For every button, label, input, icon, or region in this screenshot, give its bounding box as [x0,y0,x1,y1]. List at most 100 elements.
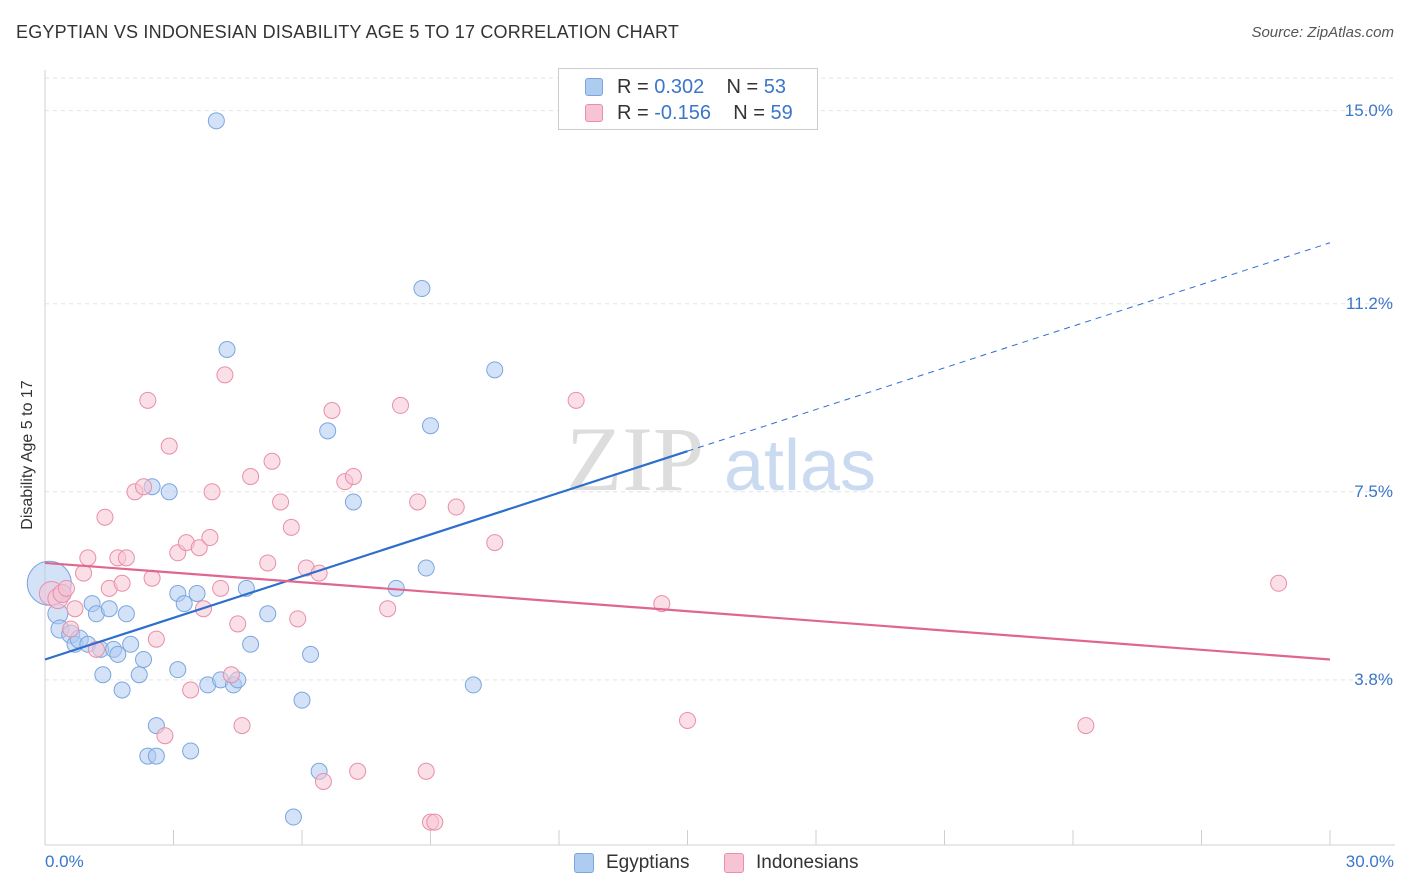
indonesians-point [62,620,80,638]
egyptians-point [169,661,187,679]
series-swatch-indonesians [724,853,744,873]
indonesians-point [212,579,230,597]
egyptians-point [422,417,439,435]
indonesians-point [344,468,362,486]
x-tick-label: 30.0% [1345,852,1394,871]
indonesians-point [567,391,585,409]
legend-r-value: 0.302 [654,76,705,98]
indonesians-point [1077,717,1095,735]
egyptians-point [182,742,200,760]
indonesians-point [653,595,671,613]
source-label: Source: ZipAtlas.com [1251,24,1394,41]
watermark: ZIP atlas [566,408,876,510]
indonesians-point [263,452,281,470]
indonesians-point [156,727,174,745]
indonesians-point [259,554,277,572]
series-label-indonesians: Indonesians [756,852,859,873]
egyptians-point [160,483,178,501]
egyptians-point [175,595,193,613]
indonesians-point [203,483,221,501]
indonesians-point [1270,574,1288,592]
egyptians-point [302,645,320,663]
y-tick-label: 15.0% [1344,100,1393,120]
egyptians-point [464,676,482,694]
indonesians-point [272,493,290,511]
legend-r-label: R = [617,76,655,98]
legend-n-label: N = [726,76,764,98]
egyptians-point [147,747,165,765]
y-tick-label: 3.8% [1354,669,1393,689]
series-label-egyptians: Egyptians [606,852,690,873]
egyptians-point [284,808,302,826]
egyptians-point [218,341,236,359]
indonesians-point [117,549,135,567]
indonesians-point [139,391,157,409]
trend-lines [44,242,1331,661]
indonesians-point [417,762,435,780]
x-tick-label: 0.0% [45,852,84,871]
egyptians-point [109,645,127,663]
egyptians-point [259,605,277,623]
indonesians-point [486,534,504,552]
series-legend: Egyptians Indonesians [0,852,1406,876]
chart-title: EGYPTIAN VS INDONESIAN DISABILITY AGE 5 … [16,22,680,42]
indonesians-point [282,518,300,536]
indonesians-point [57,579,75,597]
indonesians-point [233,717,251,735]
egyptians-point [113,681,131,699]
indonesians-point [409,493,427,511]
egyptians-point [135,651,153,669]
egyptians-trend-line [44,450,688,661]
legend-r-label: R = [617,102,655,124]
indonesians-point [160,437,178,455]
indonesians-point [447,498,465,516]
egyptians-point [486,361,504,379]
indonesians-point [147,630,165,648]
indonesians-point [135,478,153,496]
series-swatch-egyptians [574,853,594,873]
egyptians-trend-extension [687,242,1331,452]
egyptians-point [130,666,148,684]
egyptians-point [413,280,431,298]
indonesians-point [75,564,93,582]
watermark-zip: ZIP [566,408,704,510]
egyptians-point [417,559,435,577]
indonesians-point [222,666,240,684]
indonesians-point [229,615,247,633]
data-points [26,112,1288,831]
indonesians-point [379,600,397,618]
indonesians-point [96,508,114,526]
indonesians-point [143,569,161,587]
indonesians-point [242,468,260,486]
y-tick-label: 11.2% [1346,293,1393,313]
indonesians-point [349,762,367,780]
legend-swatch-indonesians [585,104,603,122]
indonesians-point [79,549,97,567]
y-axis-label: Disability Age 5 to 17 [19,380,36,530]
egyptians-point [188,584,206,602]
indonesians-point [190,539,208,557]
indonesians-point [113,574,131,592]
egyptians-point [344,493,362,511]
indonesians-point [66,600,84,618]
egyptians-point [293,691,311,709]
legend-n-label: N = [733,102,771,124]
egyptians-point [100,600,118,618]
indonesians-point [201,529,219,547]
egyptians-point [319,422,337,440]
egyptians-point [242,635,260,653]
indonesians-trend-line [44,561,1331,661]
egyptians-point [207,112,225,130]
indonesians-point [182,681,200,699]
indonesians-point [426,813,444,831]
legend-n-value: 59 [770,102,793,124]
y-tick-label: 7.5% [1354,481,1393,501]
egyptians-point [117,605,135,623]
indonesians-point [314,772,332,790]
indonesians-point [289,610,307,628]
correlation-legend: R = 0.302 N = 53 R = -0.156 N = 59 [558,68,818,130]
indonesians-point [87,640,105,658]
egyptians-point [94,666,112,684]
watermark-atlas: atlas [724,426,876,506]
